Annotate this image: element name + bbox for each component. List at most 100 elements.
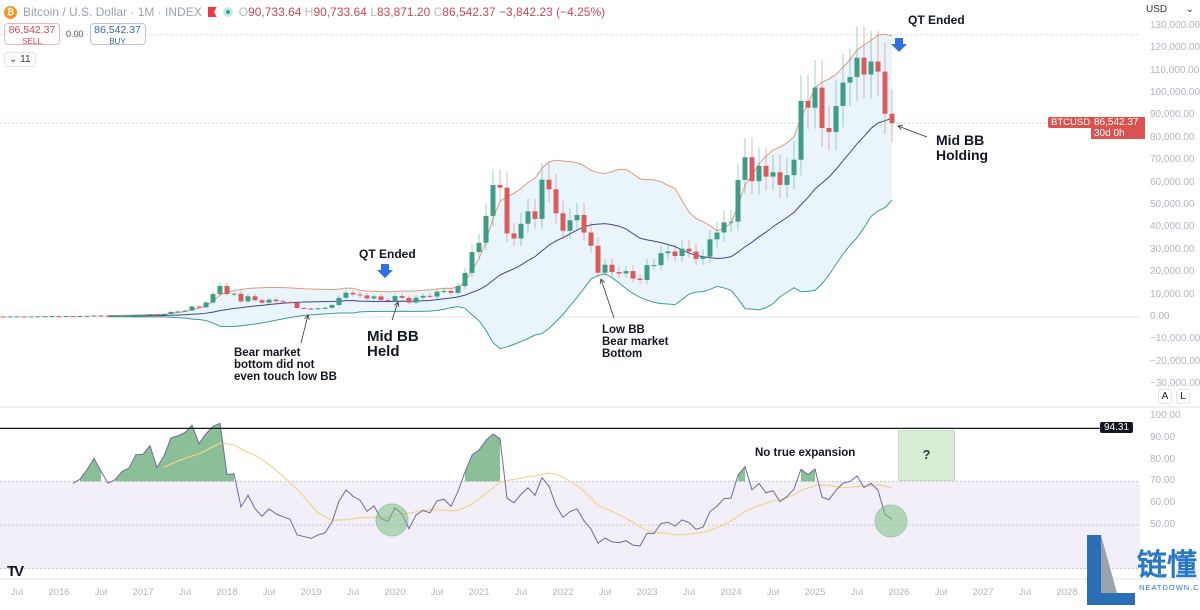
candle-body xyxy=(637,278,643,280)
candle-body xyxy=(252,296,258,301)
candle-body xyxy=(133,314,139,316)
candle-body xyxy=(889,113,895,124)
candle-body xyxy=(63,316,69,318)
candle-body xyxy=(805,100,811,108)
pointer-arrow xyxy=(391,301,399,321)
candle-body xyxy=(91,315,97,317)
sell-button[interactable]: 86,542.37 SELL xyxy=(4,23,60,46)
time-tick: Jul xyxy=(430,587,444,598)
low-label: L xyxy=(370,5,377,19)
mid-bb-held-note: Mid BB Held xyxy=(367,329,419,359)
candle-body xyxy=(7,316,13,318)
close-label: C xyxy=(433,5,443,19)
buy-button[interactable]: 86,542.37 BUY xyxy=(89,23,146,46)
candle-body xyxy=(497,185,503,188)
note-line: Held xyxy=(367,343,400,360)
sell-price: 86,542.37 xyxy=(8,24,56,36)
time-tick: 2025 xyxy=(804,587,826,598)
tradingview-logo[interactable]: TV xyxy=(7,563,24,580)
rsi-tick: 70.00 xyxy=(1150,475,1176,487)
candle-body xyxy=(0,316,6,318)
rsi-tick: 100.00 xyxy=(1150,410,1181,421)
candle-body xyxy=(413,297,419,303)
candle-body xyxy=(98,315,104,317)
candle-body xyxy=(84,315,90,317)
price-tick: 70,000.00 xyxy=(1150,154,1195,166)
candle-body xyxy=(833,105,839,133)
auto-scale-button[interactable]: A xyxy=(1158,389,1172,404)
price-tick: 130,000.00 xyxy=(1150,19,1200,31)
candle-body xyxy=(623,271,629,274)
bb-fill-area xyxy=(108,34,892,349)
rsi-level-label: 94.31 xyxy=(1100,422,1134,434)
chart-grid xyxy=(0,34,1200,580)
time-tick: Jul xyxy=(682,587,696,598)
candle-body xyxy=(56,316,62,318)
price-tick: −30,000.00 xyxy=(1150,378,1200,390)
down-arrow-icon xyxy=(891,38,907,52)
candle-body xyxy=(847,77,853,83)
candle-body xyxy=(798,100,804,160)
rsi-pane xyxy=(0,422,1140,570)
candle-body xyxy=(735,179,741,222)
candle-body xyxy=(287,302,293,304)
trade-panel: 86,542.37 SELL 0.00 86,542.37 BUY xyxy=(4,23,146,46)
candle-body xyxy=(714,232,720,240)
candle-body xyxy=(189,306,195,311)
qt-ended-label-2019: QT Ended xyxy=(359,247,416,261)
candle-body xyxy=(728,221,734,223)
log-scale-button[interactable]: L xyxy=(1176,389,1190,404)
candle-body xyxy=(763,165,769,177)
candles xyxy=(0,26,895,318)
candle-body xyxy=(644,265,650,280)
candle-body xyxy=(602,264,608,273)
note-line: Mid BB xyxy=(936,132,985,148)
candle-body xyxy=(308,308,314,310)
candle-body xyxy=(301,308,307,310)
rsi-tick: 60.00 xyxy=(1150,497,1176,509)
candle-body xyxy=(448,290,454,293)
candle-body xyxy=(224,285,230,295)
bollinger-band-fill xyxy=(108,34,892,349)
down-arrow-icon xyxy=(377,264,393,278)
rsi-ma-line xyxy=(163,442,893,536)
candle-body xyxy=(182,310,188,312)
rsi-overbought-fill xyxy=(115,423,234,482)
candle-body xyxy=(784,175,790,185)
price-tick: 120,000.00 xyxy=(1150,42,1200,54)
candle-body xyxy=(875,61,881,72)
candle-body xyxy=(546,179,552,190)
candle-body xyxy=(700,256,706,259)
time-tick: Jul xyxy=(10,587,24,598)
candle-body xyxy=(245,296,251,302)
candle-body xyxy=(777,172,783,185)
currency-select[interactable]: USD ⌄ xyxy=(1146,4,1196,15)
candle-body xyxy=(861,57,867,75)
candle-body xyxy=(581,214,587,233)
candle-body xyxy=(49,316,55,318)
candle-body xyxy=(336,297,342,306)
no-true-expansion-note: No true expansion xyxy=(755,447,856,459)
close-value: 86,542.37 xyxy=(442,5,496,19)
price-tick: 50,000.00 xyxy=(1150,199,1195,210)
flag-icon[interactable] xyxy=(207,7,217,17)
candle-body xyxy=(721,222,727,233)
candle-body xyxy=(70,316,76,318)
price-tick: 20,000.00 xyxy=(1150,266,1195,278)
symbol-title[interactable]: Bitcoin / U.S. Dollar · 1M · INDEX xyxy=(23,5,202,19)
candle-body xyxy=(756,165,762,182)
arrow-head-icon xyxy=(304,314,310,320)
candle-body xyxy=(518,223,524,239)
note-line: Bear market xyxy=(602,336,669,348)
ohlc-values: O90,733.64 H90,733.64 L83,871.20 C86,542… xyxy=(239,5,605,19)
candle-body xyxy=(77,315,83,317)
change-value: −3,842.23 (−4.25%) xyxy=(499,5,606,19)
candle-body xyxy=(658,253,664,266)
price-tick: 80,000.00 xyxy=(1150,131,1195,143)
candle-body xyxy=(651,265,657,267)
time-tick: 2022 xyxy=(552,587,574,598)
candle-body xyxy=(707,239,713,257)
indicators-toggle[interactable]: ⌄ 11 xyxy=(4,52,36,67)
time-tick: 2024 xyxy=(720,587,742,598)
